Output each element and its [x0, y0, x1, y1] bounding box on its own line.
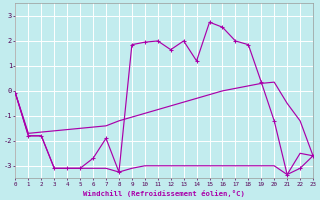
X-axis label: Windchill (Refroidissement éolien,°C): Windchill (Refroidissement éolien,°C): [83, 190, 245, 197]
